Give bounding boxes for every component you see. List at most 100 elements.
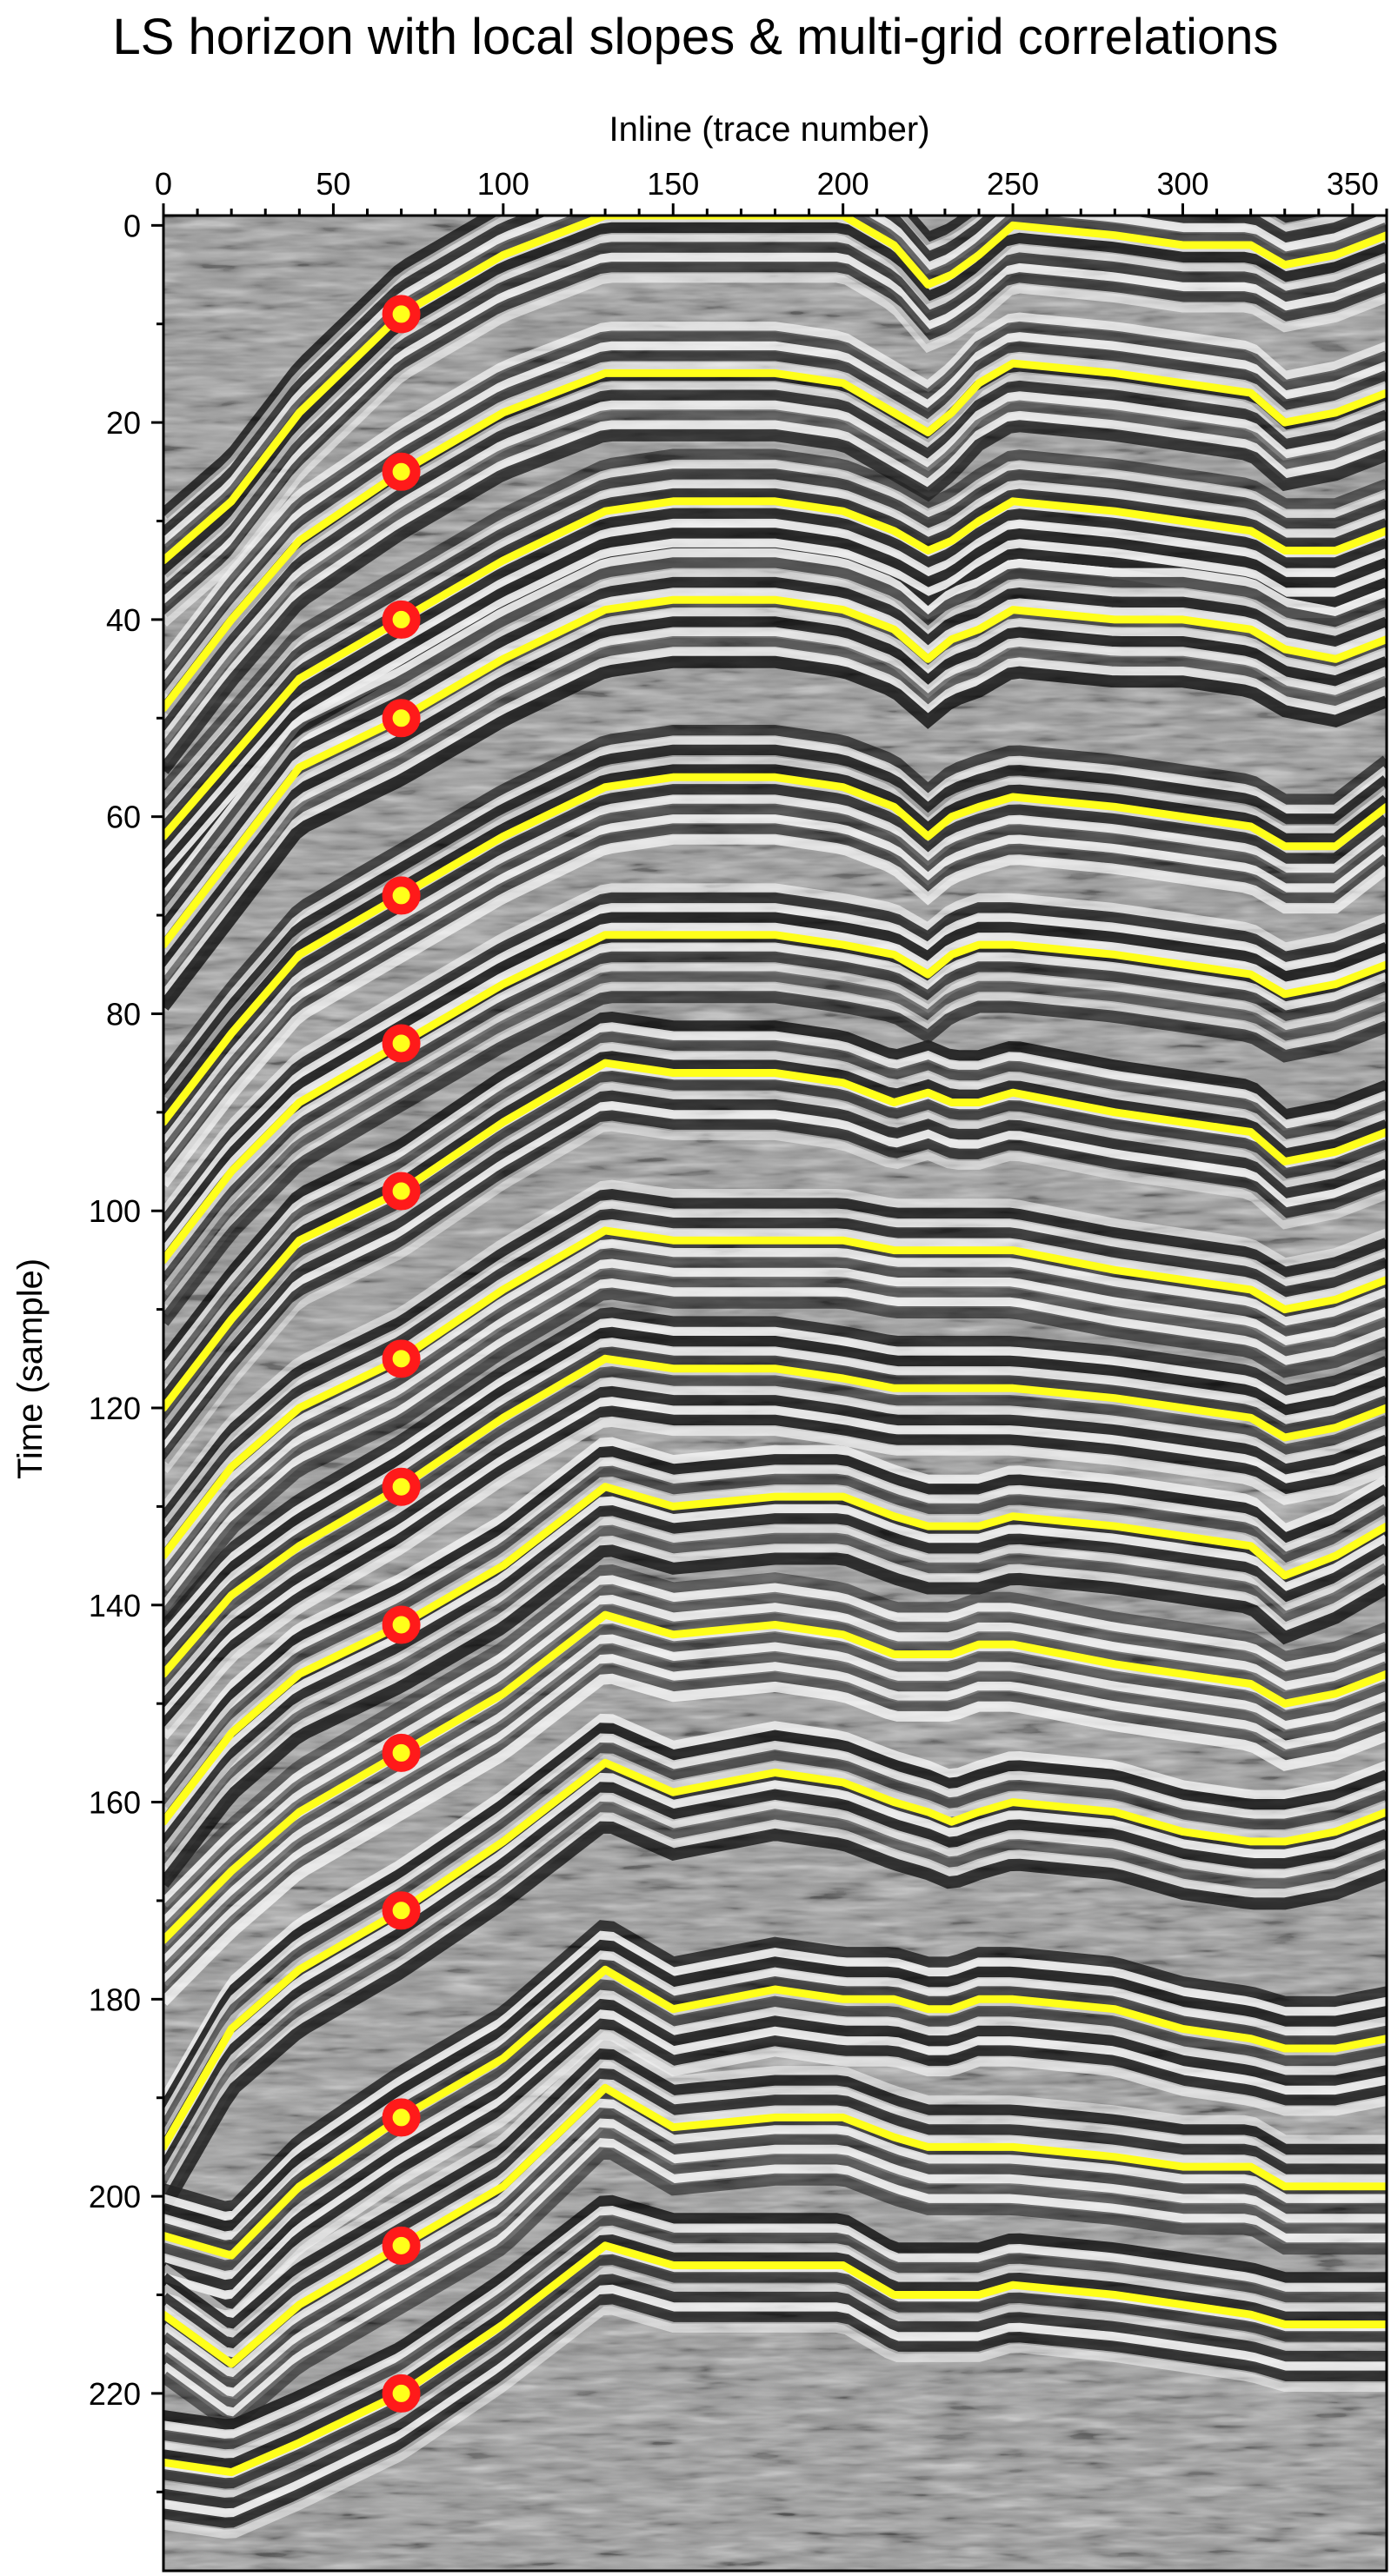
seismic-reflector-band (163, 2225, 1387, 2460)
seismic-reflector-band (163, 1346, 1387, 1671)
control-point-marker (382, 452, 421, 491)
seismic-reflector-band (163, 2079, 1387, 2360)
seismic-reflector-band (163, 1051, 1387, 1405)
seismic-reflector-band (163, 794, 1387, 1148)
seismic-reflector-band (163, 1575, 1387, 1908)
seismic-reflector-band (163, 607, 1387, 961)
seismic-reflector-band (163, 784, 1387, 1139)
seismic-reflector-band (163, 216, 1358, 528)
seismic-reflector-band (163, 883, 1387, 1218)
y-tick-label: 80 (106, 996, 141, 1032)
seismic-reflector-band (163, 1782, 1387, 2173)
seismic-reflector-band (163, 833, 1387, 1188)
seismic-reflector-band (163, 2214, 1387, 2451)
seismic-reflector-band (163, 1110, 1387, 1464)
seismic-reflector-band (163, 1081, 1387, 1434)
control-point-marker (382, 1467, 421, 1506)
seismic-reflector-band (163, 1031, 1387, 1385)
seismic-reflector-band (163, 942, 1387, 1277)
horizon-line-7 (163, 1059, 1387, 1412)
seismic-reflector-band (163, 321, 1387, 676)
seismic-reflector-band (163, 627, 1387, 981)
control-point-2 (382, 452, 421, 491)
seismic-reflector-band (163, 1643, 1387, 1977)
seismic-reflector-band (163, 1505, 1387, 1849)
horizon-line-9 (163, 1354, 1387, 1678)
seismic-reflector-band (163, 1465, 1387, 1809)
seismic-reflector-band (163, 1564, 1387, 1898)
seismic-reflector-band (163, 1544, 1387, 1888)
seismic-reflector-band (163, 1208, 1387, 1544)
seismic-reflector-band (163, 1663, 1387, 1997)
y-tick-label: 160 (89, 1785, 141, 1821)
seismic-reflector-band (163, 1366, 1387, 1691)
x-axis-label: Inline (trace number) (609, 110, 929, 149)
x-tick-label: 250 (987, 166, 1039, 202)
control-point-marker (382, 1605, 421, 1644)
seismic-reflector-band (163, 1477, 1387, 1818)
control-point-3 (382, 600, 421, 639)
seismic-reflector-band (163, 2265, 1387, 2500)
control-point-12 (382, 1891, 421, 1930)
control-point-9 (382, 1467, 421, 1506)
seismic-reflector-band (163, 1536, 1387, 1877)
seismic-reflector-band (163, 272, 1387, 627)
control-point-marker (382, 1733, 421, 1772)
seismic-reflector-band (163, 1041, 1387, 1395)
seismic-reflector-band (163, 1496, 1387, 1838)
seismic-reflector-band (163, 1457, 1387, 1799)
seismic-reflector-band (163, 1070, 1387, 1424)
horizon-line-3 (163, 497, 1387, 840)
control-point-marker (382, 600, 421, 639)
seismic-reflector-band (163, 1248, 1387, 1583)
seismic-reflector-band (163, 1405, 1387, 1730)
seismic-reflector-band (163, 1189, 1387, 1524)
seismic-reflector-band (163, 400, 1387, 754)
seismic-reflector-band (163, 814, 1387, 1168)
seismic-reflector-band (163, 410, 1387, 764)
seismic-reflector-band (163, 803, 1387, 1159)
horizon-line-13 (163, 1965, 1387, 2260)
seismic-reflector-band (163, 2039, 1387, 2320)
seismic-reflector-band (163, 1397, 1387, 1720)
seismic-reflector-band (163, 1100, 1387, 1454)
seismic-reflector-band (163, 1673, 1387, 2006)
seismic-reflector-band (163, 2118, 1387, 2400)
seismic-reflector-band (163, 725, 1387, 1080)
y-axis-ticks: 0 20 40 60 80 100 120 140 160 180 200 220 (89, 208, 163, 2493)
control-point-marker (382, 1172, 421, 1211)
horizon-line-12 (163, 1758, 1387, 2151)
seismic-reflector-band (163, 1516, 1387, 1858)
y-tick-label: 140 (89, 1588, 141, 1623)
seismic-section-background (163, 216, 1387, 2571)
seismic-reflector-band (163, 420, 1387, 774)
seismic-reflector-band (163, 755, 1387, 1109)
plot-area (163, 216, 1387, 2571)
seismic-reflector-band (163, 1524, 1387, 1869)
seismic-reflector-band (163, 1338, 1387, 1661)
seismic-reflector-band (163, 1930, 1387, 2223)
horizon-line-1 (163, 216, 1387, 565)
seismic-reflector-band (163, 538, 1387, 883)
seismic-reflector-band (163, 2284, 1387, 2520)
seismic-reflector-band (163, 1742, 1387, 2134)
seismic-reflector-band (163, 744, 1387, 1099)
control-point-marker (382, 1339, 421, 1378)
chart-title: LS horizon with local slopes & multi-gri… (112, 9, 1278, 65)
seismic-reflector-band (163, 508, 1387, 853)
seismic-reflector-band (163, 1634, 1387, 1967)
control-point-marker (382, 876, 421, 915)
seismic-reflector-band (163, 518, 1387, 863)
seismic-reflector-band (163, 2048, 1387, 2332)
seismic-reflector-band (163, 1120, 1387, 1474)
seismic-reflector-band (163, 459, 1387, 804)
control-point-marker (382, 2226, 421, 2265)
seismic-reflector-band (163, 222, 1387, 578)
x-tick-label: 350 (1327, 166, 1379, 202)
control-point-marker (382, 2374, 421, 2413)
y-tick-label: 180 (89, 1982, 141, 2017)
seismic-reflector-band (163, 479, 1387, 824)
seismic-reflector-band (163, 1772, 1387, 2163)
control-point-13 (382, 2098, 421, 2137)
x-axis-ticks: 0 50 100 150 200 250 300 350 (155, 166, 1388, 216)
